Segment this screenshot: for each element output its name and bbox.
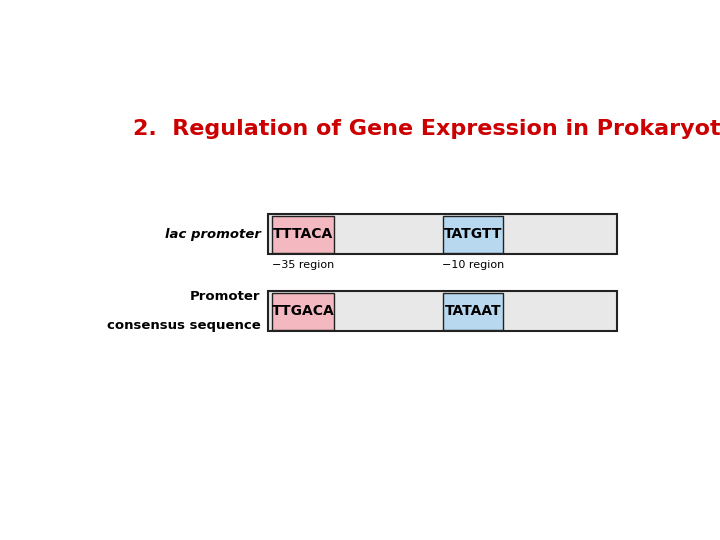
Text: consensus sequence: consensus sequence <box>107 319 261 332</box>
Text: lac promoter: lac promoter <box>165 228 261 241</box>
Text: Promoter: Promoter <box>190 291 261 303</box>
Text: TATGTT: TATGTT <box>444 227 502 241</box>
Bar <box>272 215 334 253</box>
Bar <box>269 214 617 254</box>
Text: TTGACA: TTGACA <box>271 304 335 318</box>
Text: −10 region: −10 region <box>442 260 504 271</box>
Text: −35 region: −35 region <box>272 260 334 271</box>
Text: TTTACA: TTTACA <box>273 227 333 241</box>
Bar <box>443 293 503 330</box>
Text: TATAAT: TATAAT <box>444 304 501 318</box>
Bar <box>443 215 503 253</box>
Text: 2.  Regulation of Gene Expression in Prokaryotes: 2. Regulation of Gene Expression in Prok… <box>132 119 720 139</box>
Bar <box>272 293 334 330</box>
Bar <box>269 291 617 331</box>
